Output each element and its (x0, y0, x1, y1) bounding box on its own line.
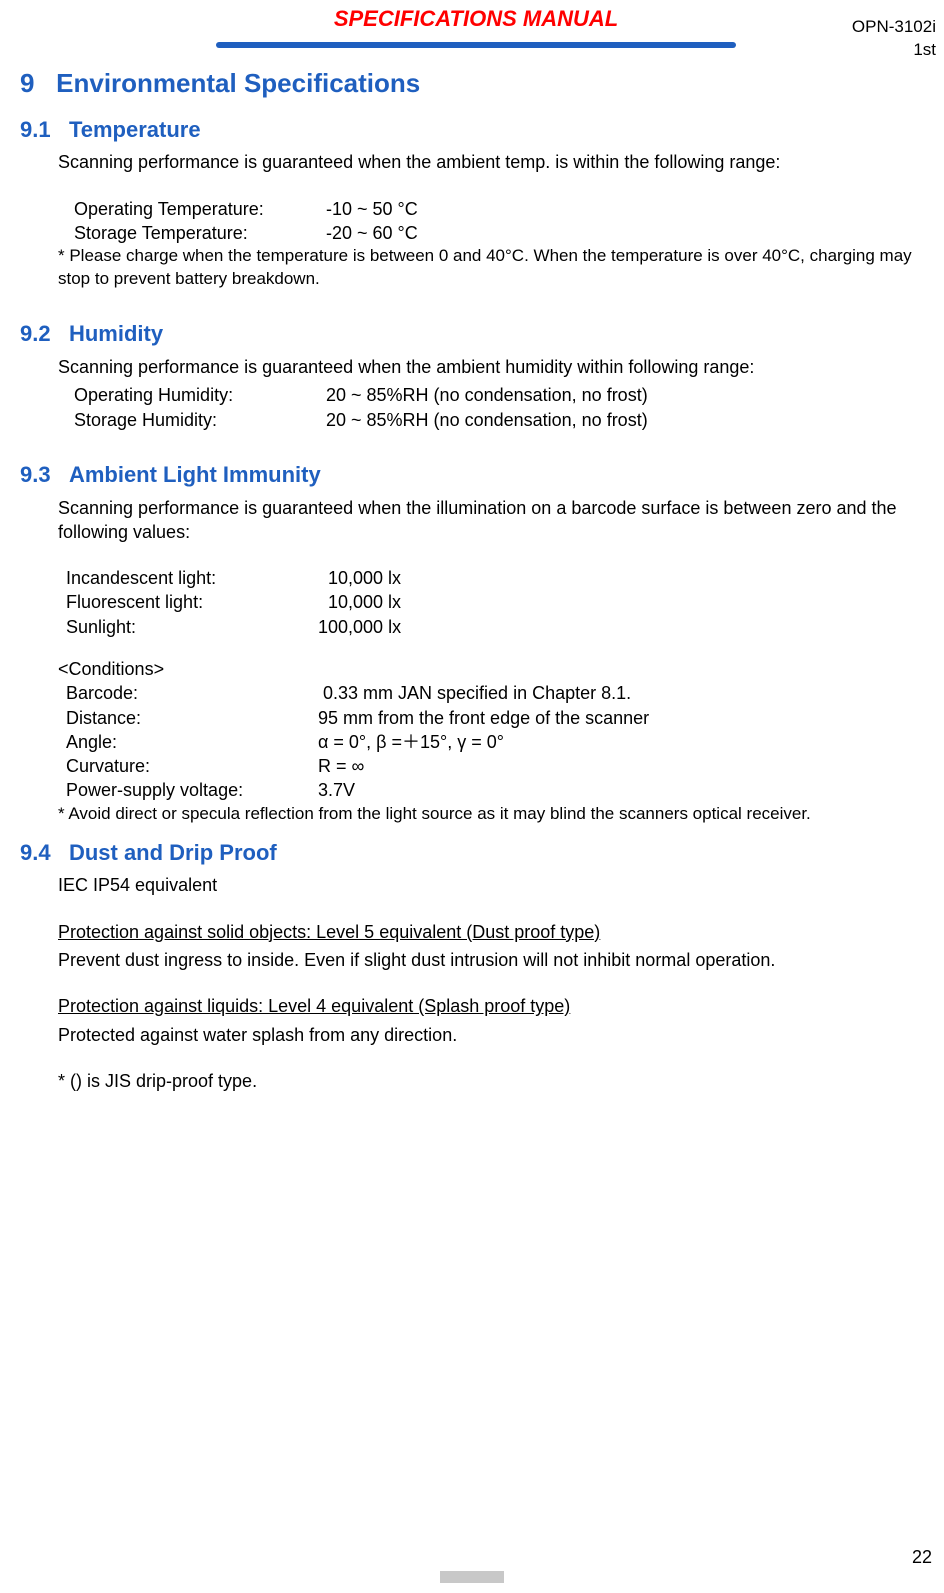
spec-value: 20 ~ 85%RH (no condensation, no frost) (326, 408, 648, 432)
revision: 1st (852, 39, 936, 62)
spec-row: Storage Temperature: -20 ~ 60 °C (74, 221, 932, 245)
subsection-body: Scanning performance is guaranteed when … (58, 355, 932, 432)
footnote: * Avoid direct or specula reflection fro… (58, 803, 932, 826)
spec-label: Operating Humidity: (74, 383, 326, 407)
subsection-heading: 9.4 Dust and Drip Proof (20, 838, 932, 868)
spec-row: Angle: α = 0°, β =＋15°, γ = 0° (66, 730, 932, 754)
product-code: OPN-3102i (852, 16, 936, 39)
spec-value: R = ∞ (318, 754, 364, 778)
spec-row: Sunlight: 100,000 lx (66, 615, 932, 639)
subsection-title: Humidity (69, 321, 163, 346)
spec-value: α = 0°, β =＋15°, γ = 0° (318, 730, 504, 754)
intro-text: Scanning performance is guaranteed when … (58, 150, 932, 174)
section-number: 9 (20, 68, 34, 98)
header-rule (216, 42, 736, 48)
subsection-heading: 9.3 Ambient Light Immunity (20, 460, 932, 490)
solid-header: Protection against solid objects: Level … (58, 920, 932, 944)
spec-label: Power-supply voltage: (66, 778, 318, 802)
footnote: * () is JIS drip-proof type. (58, 1069, 932, 1093)
spec-row: Curvature: R = ∞ (66, 754, 932, 778)
footer-bar (440, 1571, 504, 1583)
spec-row: Distance: 95 mm from the front edge of t… (66, 706, 932, 730)
subsection-number: 9.4 (20, 840, 51, 865)
spec-value: 10,000 lx (318, 590, 401, 614)
solid-body: Prevent dust ingress to inside. Even if … (58, 948, 932, 972)
subsection-title: Ambient Light Immunity (69, 462, 321, 487)
spec-value: 100,000 lx (318, 615, 401, 639)
spec-value: -10 ~ 50 °C (326, 197, 418, 221)
intro-text: Scanning performance is guaranteed when … (58, 355, 932, 379)
spec-row: Power-supply voltage: 3.7V (66, 778, 932, 802)
spec-row: Incandescent light: 10,000 lx (66, 566, 932, 590)
spec-row: Operating Humidity: 20 ~ 85%RH (no conde… (74, 383, 932, 407)
subsection-body: Scanning performance is guaranteed when … (58, 150, 932, 291)
subsection-number: 9.1 (20, 117, 51, 142)
spec-label: Storage Humidity: (74, 408, 326, 432)
spec-value: -20 ~ 60 °C (326, 221, 418, 245)
intro-text: Scanning performance is guaranteed when … (58, 496, 932, 545)
liquid-body: Protected against water splash from any … (58, 1023, 932, 1047)
spec-label: Operating Temperature: (74, 197, 326, 221)
spec-value: 3.7V (318, 778, 355, 802)
spec-value: 20 ~ 85%RH (no condensation, no frost) (326, 383, 648, 407)
spec-label: Barcode: (66, 681, 318, 705)
spec-label: Sunlight: (66, 615, 318, 639)
manual-title: SPECIFICATIONS MANUAL (20, 0, 932, 34)
section-title: Environmental Specifications (56, 68, 420, 98)
footnote: * Please charge when the temperature is … (58, 245, 932, 291)
spec-label: Distance: (66, 706, 318, 730)
header-meta: OPN-3102i 1st (852, 16, 936, 62)
spec-label: Incandescent light: (66, 566, 318, 590)
spec-value: 0.33 mm JAN specified in Chapter 8.1. (318, 681, 631, 705)
spec-label: Curvature: (66, 754, 318, 778)
subsection-number: 9.2 (20, 321, 51, 346)
spec-row: Fluorescent light: 10,000 lx (66, 590, 932, 614)
subsection-body: IEC IP54 equivalent Protection against s… (58, 873, 932, 1093)
subsection-number: 9.3 (20, 462, 51, 487)
spec-value: 95 mm from the front edge of the scanner (318, 706, 649, 730)
subsection-body: Scanning performance is guaranteed when … (58, 496, 932, 826)
section-heading: 9 Environmental Specifications (20, 66, 932, 101)
spec-row: Storage Humidity: 20 ~ 85%RH (no condens… (74, 408, 932, 432)
page-number: 22 (912, 1545, 932, 1569)
liquid-header: Protection against liquids: Level 4 equi… (58, 994, 932, 1018)
spec-label: Storage Temperature: (74, 221, 326, 245)
line: IEC IP54 equivalent (58, 873, 932, 897)
spec-label: Angle: (66, 730, 318, 754)
spec-row: Barcode: 0.33 mm JAN specified in Chapte… (66, 681, 932, 705)
spec-row: Operating Temperature: -10 ~ 50 °C (74, 197, 932, 221)
subsection-heading: 9.2 Humidity (20, 319, 932, 349)
conditions-header: <Conditions> (58, 657, 932, 681)
spec-value: 10,000 lx (318, 566, 401, 590)
spec-label: Fluorescent light: (66, 590, 318, 614)
subsection-title: Dust and Drip Proof (69, 840, 277, 865)
subsection-title: Temperature (69, 117, 201, 142)
subsection-heading: 9.1 Temperature (20, 115, 932, 145)
